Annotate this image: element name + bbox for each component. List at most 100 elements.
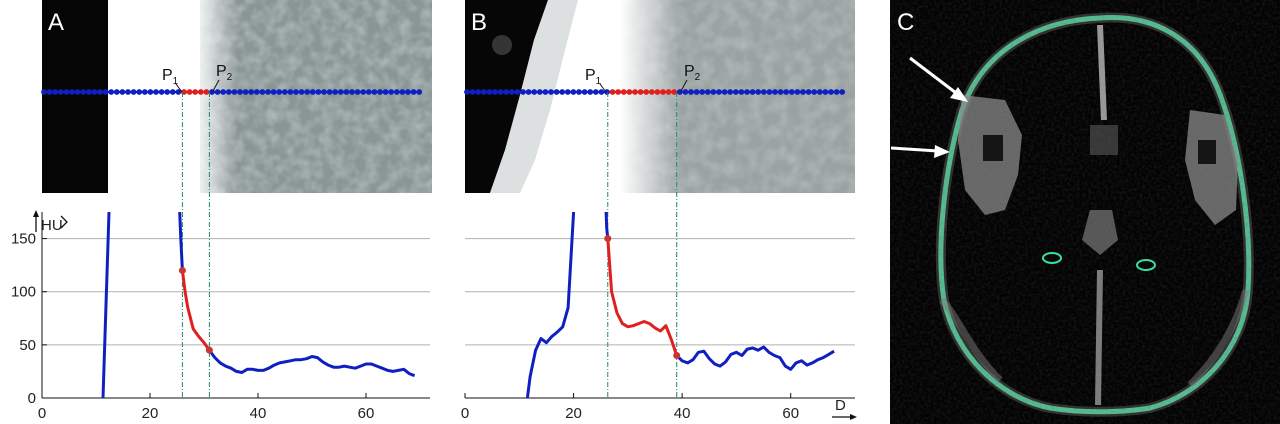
profile-dot [744,89,750,95]
segment-dot [626,89,633,95]
profile-dot [85,89,92,95]
profile-dot [416,89,423,95]
profile-dot [332,89,339,95]
profile-dot [388,89,395,95]
profile-dot [410,89,417,95]
profile-dot [153,89,159,95]
right-temporal-region [1185,110,1238,225]
profile-dot [321,89,327,95]
series-left [101,211,111,399]
panel-b-chart: 0 20 40 60 [461,92,855,422]
x-tick-label: 40 [674,405,691,422]
panel-b-p1-label: P1 [585,67,607,93]
arrow-lower [890,145,950,158]
profile-dot [298,89,305,95]
series-p1-p2 [180,270,211,352]
profile-dot [716,89,722,95]
falx-line [1097,24,1107,121]
series-pre [178,211,184,271]
profile-dot [772,89,778,95]
profile-dot [270,89,277,95]
profile-dot [592,89,599,95]
panel-a-p2-label: P2 [212,63,233,92]
x-axis-unit: D [832,397,857,420]
profile-dot [581,89,588,95]
profile-dot [497,89,504,95]
svg-text:P1: P1 [585,67,602,87]
arrow-upper [909,56,968,102]
profile-dot [309,89,316,95]
profile-dot [371,89,378,95]
profile-dot [755,89,762,95]
svg-text:P2: P2 [216,63,233,83]
panel-c-letter: C [897,9,914,36]
profile-dot [326,89,333,95]
profile-dot [760,89,767,95]
profile-dot [576,89,582,95]
profile-dot [788,89,795,95]
profile-dot [175,89,182,95]
profile-dot [136,89,143,95]
panel-c-image [890,0,1280,424]
profile-dot [52,89,59,95]
profile-dot [766,89,773,95]
profile-dot [531,89,538,95]
x-tick-label: 60 [782,405,799,422]
profile-dot [587,89,594,95]
profile-dot [225,89,232,95]
profile-dot [69,89,75,95]
series-left [525,211,576,399]
profile-dot [503,89,510,95]
profile-dot [749,89,756,95]
segment-dot [632,89,638,95]
profile-dot [354,89,361,95]
profile-dot [553,89,560,95]
profile-dot [382,89,389,95]
profile-dot [805,89,812,95]
segment-dot [197,89,204,95]
profile-dot [349,89,355,95]
profile-dot [337,89,344,95]
profile-dot [704,89,711,95]
x-tick-label: 0 [461,405,469,422]
profile-dot [727,89,734,95]
profile-dot [508,89,515,95]
profile-dot [293,89,299,95]
profile-dot [214,89,221,95]
panel-a-image [42,0,432,193]
panel-b-image [465,0,855,193]
panel-b-profile-line [464,89,846,95]
y-tick-label: 100 [11,284,36,301]
profile-dot [469,89,476,95]
profile-dot [405,89,411,95]
segment-dot [615,89,622,95]
profile-dot [147,89,154,95]
profile-dot [141,89,148,95]
profile-dot [360,89,367,95]
profile-dot [393,89,400,95]
segment-dot [671,89,678,95]
profile-dot [525,89,532,95]
x-tick-label: 40 [250,405,267,422]
p2-point [673,351,681,359]
x-tick-label: 20 [565,405,582,422]
profile-dot [253,89,260,95]
profile-dot [343,89,350,95]
profile-dot [315,89,322,95]
y-tick-label: 0 [28,390,36,407]
panel-b-dark-wedge [465,0,548,193]
segment-dot [620,89,627,95]
profile-dot [158,89,165,95]
profile-dot [822,89,829,95]
segment-dot [660,89,666,95]
segment-dot [203,89,210,95]
profile-dot [475,89,482,95]
profile-dot [57,89,64,95]
p1-point [604,235,612,243]
profile-dot [732,89,739,95]
panel-b-p2-label: P2 [680,63,701,92]
profile-dot [63,89,70,95]
profile-dot [693,89,700,95]
profile-dot [281,89,288,95]
profile-dot [91,89,98,95]
